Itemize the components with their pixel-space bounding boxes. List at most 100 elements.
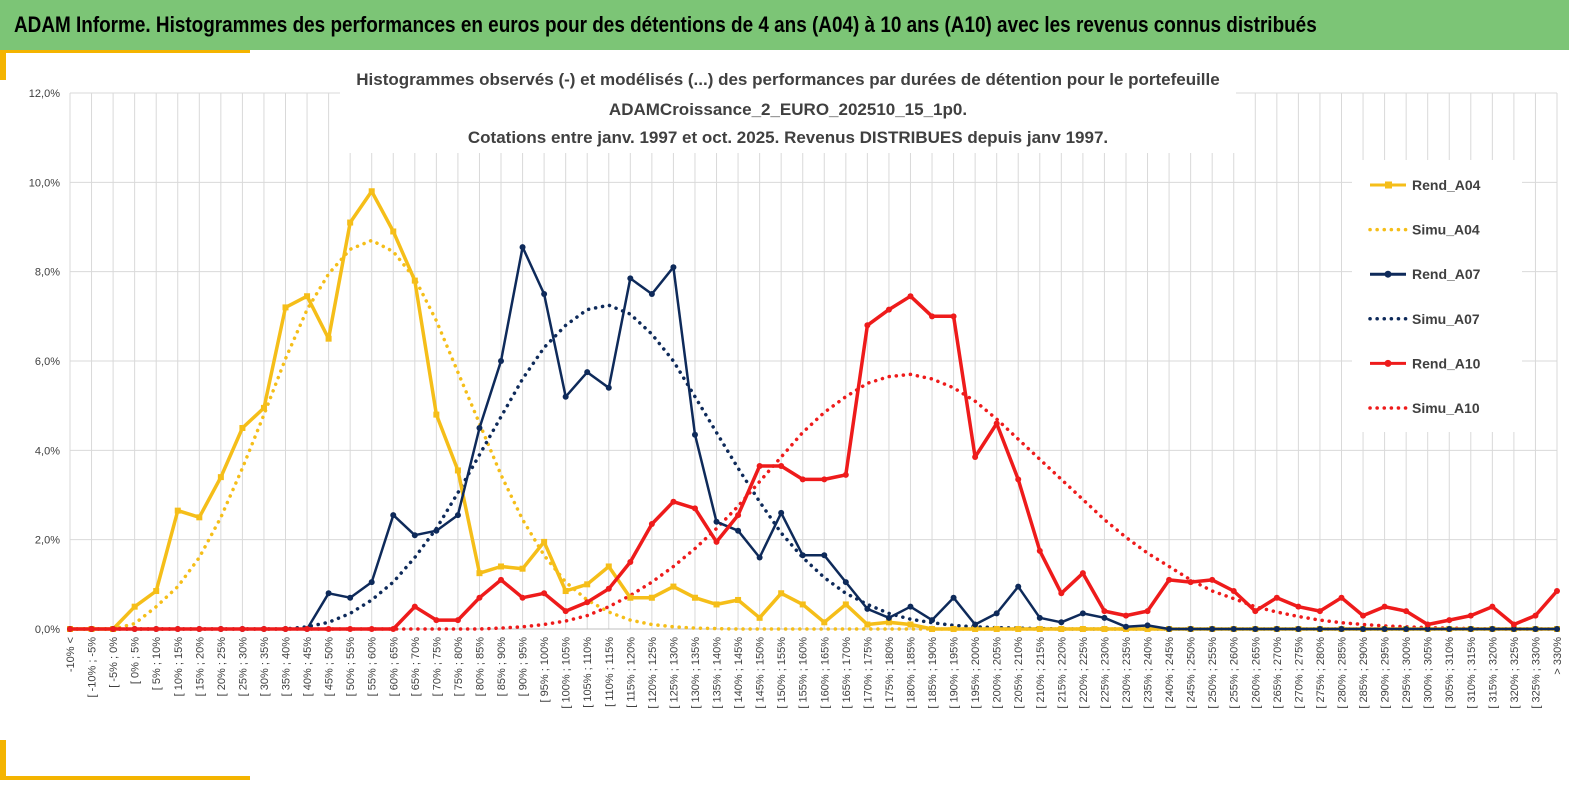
data-point — [799, 476, 806, 483]
data-point — [1295, 626, 1302, 632]
data-point — [691, 505, 698, 512]
x-tick-label: [ 170% ; 175% — [862, 637, 874, 709]
data-point — [778, 462, 785, 469]
data-point — [347, 219, 354, 226]
x-tick-label: [ 145% ; 150% — [755, 637, 767, 709]
x-tick-label: [ 220% ; 225% — [1078, 637, 1090, 709]
data-point — [778, 590, 785, 597]
x-tick-label: [ 150% ; 155% — [776, 637, 788, 709]
x-tick-label: [ 100% ; 105% — [561, 637, 573, 709]
x-tick-label: [ 110% ; 115% — [604, 637, 616, 707]
data-point — [821, 619, 828, 626]
x-tick-label: [ 250% ; 255% — [1207, 637, 1219, 709]
data-point — [1381, 626, 1388, 632]
data-point — [885, 614, 892, 621]
data-point — [390, 512, 397, 519]
data-point — [1144, 622, 1151, 629]
data-point — [584, 369, 591, 376]
data-point — [390, 626, 397, 632]
data-point — [972, 454, 979, 461]
x-tick-label: [ 25% ; 30% — [237, 637, 249, 697]
x-tick-label: [ 305% ; 310% — [1444, 637, 1456, 709]
x-tick-label: [ 45% ; 50% — [324, 637, 336, 697]
x-tick-label: [ -10% ; -5% — [87, 637, 99, 698]
data-point — [1381, 603, 1388, 610]
series-Simu_A10 — [68, 372, 1559, 631]
data-point — [864, 322, 871, 329]
data-point — [1122, 623, 1129, 630]
data-point — [605, 384, 612, 391]
data-point — [1360, 626, 1367, 632]
data-point — [174, 507, 181, 514]
data-point — [1489, 603, 1496, 610]
data-point — [433, 617, 440, 624]
x-tick-label: [ 70% ; 75% — [431, 637, 443, 697]
data-point — [217, 626, 224, 632]
data-point — [411, 277, 418, 284]
series-line-Rend_A04 — [70, 189, 1557, 631]
series — [67, 188, 1560, 632]
data-point — [519, 565, 526, 572]
data-point — [1554, 626, 1560, 632]
data-point — [433, 527, 440, 534]
x-tick-label: [ 265% ; 270% — [1272, 637, 1284, 709]
data-point — [735, 527, 742, 534]
x-tick-label: > 330% — [1552, 637, 1564, 675]
x-tick-label: [ 35% ; 40% — [281, 637, 293, 697]
legend-item-Simu_A04: Simu_A04 — [1368, 222, 1480, 238]
x-tick-label: [ 310% ; 315% — [1466, 637, 1478, 709]
data-point — [304, 626, 311, 632]
y-tick-label: 2,0% — [35, 535, 60, 547]
legend-item-Rend_A07: Rend_A07 — [1370, 266, 1481, 282]
x-tick-label: [ 15% ; 20% — [194, 637, 206, 697]
data-point — [260, 626, 267, 632]
data-point — [498, 563, 505, 570]
legend-label: Rend_A04 — [1412, 177, 1481, 193]
data-point — [454, 512, 461, 519]
data-point — [282, 626, 289, 632]
data-point — [88, 626, 95, 632]
data-point — [1510, 621, 1517, 628]
x-tick-label: [ 240% ; 245% — [1164, 637, 1176, 709]
data-point — [993, 626, 1000, 632]
data-point — [929, 617, 936, 624]
data-point — [1058, 626, 1065, 632]
frame-left-top-bar — [0, 50, 6, 80]
data-point — [1446, 626, 1453, 632]
data-point — [907, 603, 914, 610]
x-tick-label: [ 20% ; 25% — [216, 637, 228, 697]
data-point — [1273, 626, 1280, 632]
data-point — [799, 601, 806, 608]
x-tick-label: [ 65% ; 70% — [410, 637, 422, 697]
data-point — [411, 603, 418, 610]
x-tick-label: [ 280% ; 285% — [1336, 637, 1348, 709]
data-point — [691, 594, 698, 601]
data-point — [907, 621, 914, 628]
x-tick-label: [ 270% ; 275% — [1293, 637, 1305, 709]
legend-label: Simu_A07 — [1412, 311, 1480, 327]
data-point — [1230, 588, 1237, 595]
data-point — [562, 393, 569, 400]
x-tick-label: [ 155% ; 160% — [798, 637, 810, 709]
chart-title-background — [340, 67, 1236, 153]
chart-title: Histogrammes observés (-) et modélisés (… — [356, 70, 1219, 147]
x-tick-label: [ 205% ; 210% — [1013, 637, 1025, 709]
data-point — [1316, 626, 1323, 632]
legend-item-Rend_A04: Rend_A04 — [1370, 177, 1481, 193]
chart-title-line-3: Cotations entre janv. 1997 et oct. 2025.… — [468, 128, 1108, 147]
data-point — [1058, 590, 1065, 597]
x-tick-label: [ 0% ; 5% — [130, 637, 142, 684]
x-tick-label: [ 185% ; 190% — [927, 637, 939, 709]
y-tick-label: 6,0% — [35, 356, 60, 368]
data-point — [1424, 626, 1431, 632]
data-point — [541, 538, 548, 545]
data-point — [541, 590, 548, 597]
data-point — [260, 404, 267, 411]
x-tick-label: [ 230% ; 235% — [1121, 637, 1133, 709]
data-point — [131, 626, 138, 632]
data-point — [1166, 576, 1173, 583]
data-point — [519, 594, 526, 601]
data-point — [239, 626, 246, 632]
data-point — [519, 244, 526, 251]
data-point — [648, 291, 655, 297]
